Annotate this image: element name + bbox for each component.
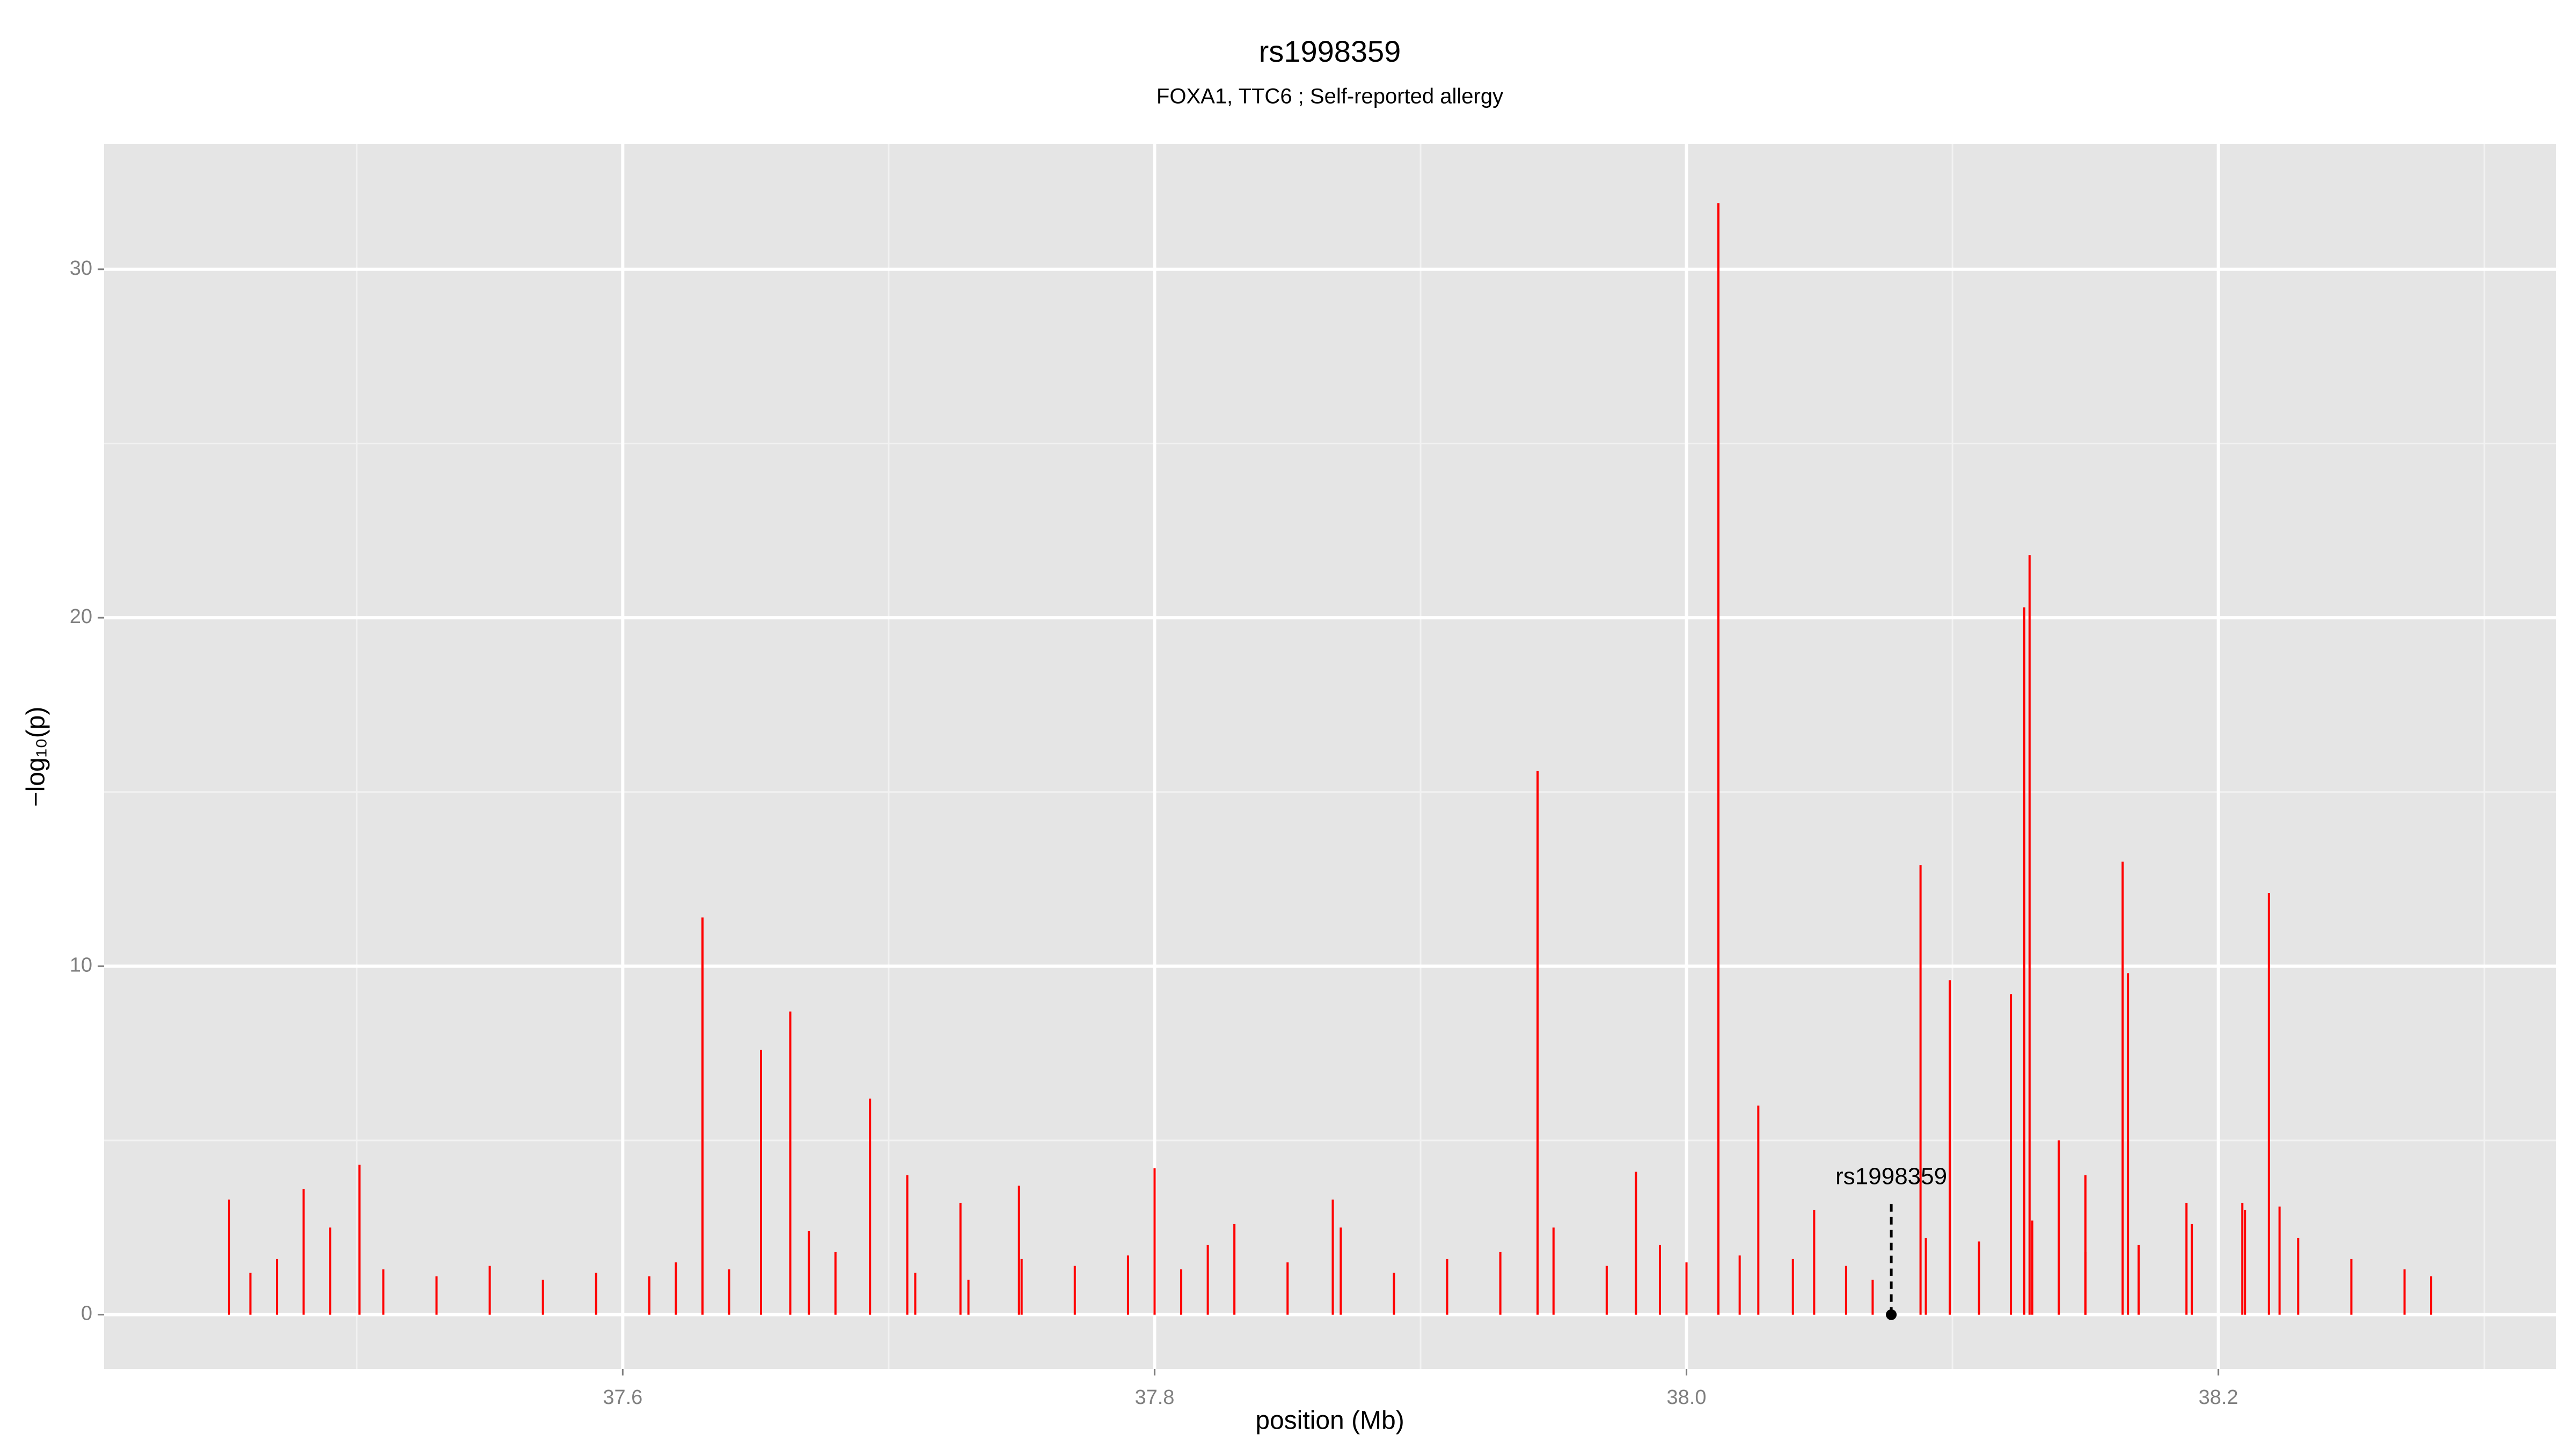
labels: 37.6 37.8 38.0 38.2 0 10 20 30 rs1998359 — [70, 257, 2238, 1409]
marks — [228, 203, 2433, 1315]
panel — [104, 144, 2556, 1369]
x-tick-label: 37.8 — [1135, 1386, 1174, 1409]
y-axis-title: −log₁₀(p) — [22, 707, 50, 807]
x-tick-label: 38.2 — [2199, 1386, 2238, 1409]
annotation-label: rs1998359 — [1835, 1163, 1947, 1189]
y-tick-label: 30 — [70, 257, 92, 280]
grid — [98, 144, 2556, 1375]
x-axis-title: position (Mb) — [1255, 1407, 1404, 1435]
chart-subtitle: FOXA1, TTC6 ; Self-reported allergy — [1157, 85, 1503, 108]
y-tick-label: 10 — [70, 954, 92, 976]
chart-title: rs1998359 — [1259, 34, 1401, 68]
x-tick-label: 37.6 — [603, 1386, 642, 1409]
y-tick-label: 0 — [81, 1302, 92, 1325]
y-tick-label: 20 — [70, 605, 92, 628]
annotation-point — [1886, 1309, 1897, 1320]
x-tick-label: 38.0 — [1667, 1386, 1707, 1409]
